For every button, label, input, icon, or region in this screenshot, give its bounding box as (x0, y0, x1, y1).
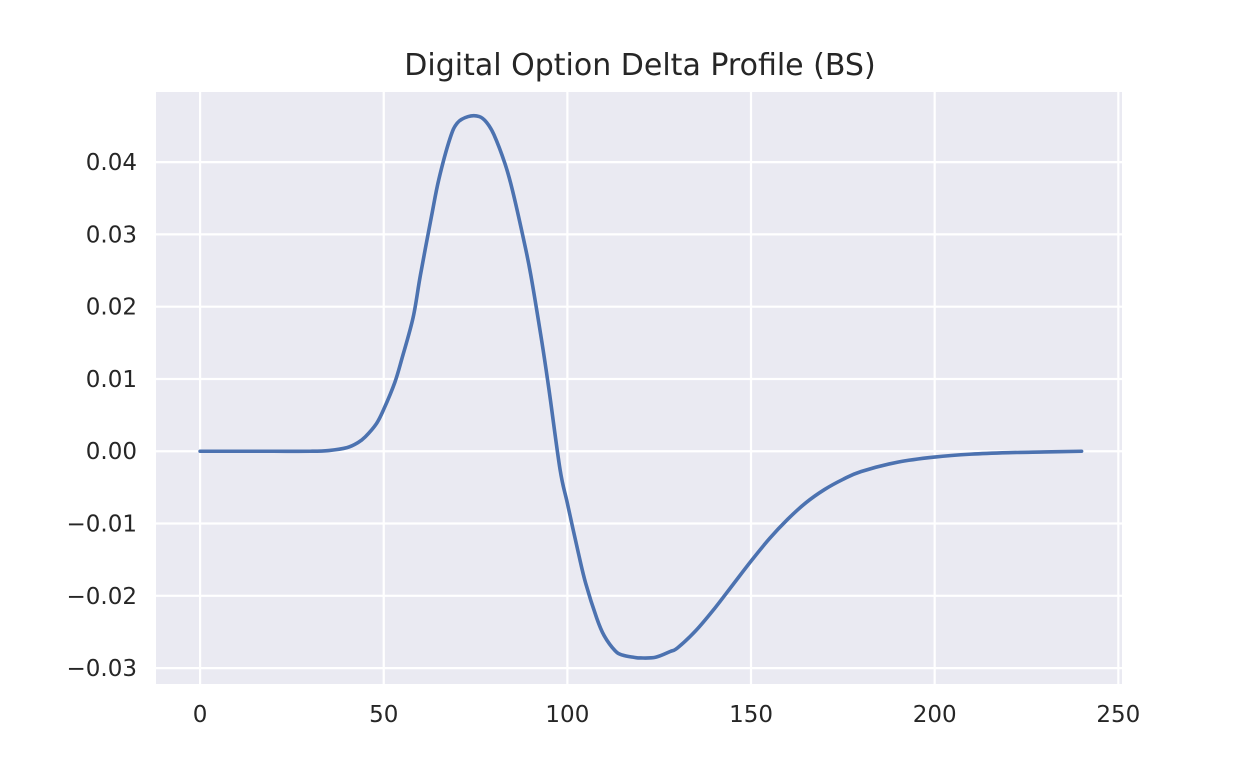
y-tick-label: 0.01 (86, 367, 137, 393)
y-tick-label: −0.02 (67, 584, 137, 610)
series-layer (198, 114, 1084, 660)
y-tick-label: 0.04 (86, 150, 137, 176)
x-tick-label: 50 (369, 702, 398, 728)
x-tick-label: 0 (193, 702, 208, 728)
grid (156, 92, 1122, 684)
y-tick-label: −0.01 (67, 512, 137, 538)
y-tick-label: −0.03 (67, 656, 137, 682)
x-axis-ticks: 0 50 100 150 200 250 (193, 702, 1141, 728)
x-tick-label: 150 (729, 702, 773, 728)
y-tick-label: 0.00 (86, 439, 137, 465)
x-tick-label: 250 (1096, 702, 1140, 728)
y-tick-label: 0.03 (86, 222, 137, 248)
chart-title: Digital Option Delta Profile (BS) (404, 48, 875, 83)
y-axis-ticks: 0.04 0.03 0.02 0.01 0.00 −0.01 −0.02 −0.03 (67, 150, 137, 682)
series-line (198, 114, 1084, 660)
x-tick-label: 100 (545, 702, 589, 728)
y-tick-label: 0.02 (86, 295, 137, 321)
plot-area (156, 92, 1122, 684)
x-tick-label: 200 (913, 702, 957, 728)
